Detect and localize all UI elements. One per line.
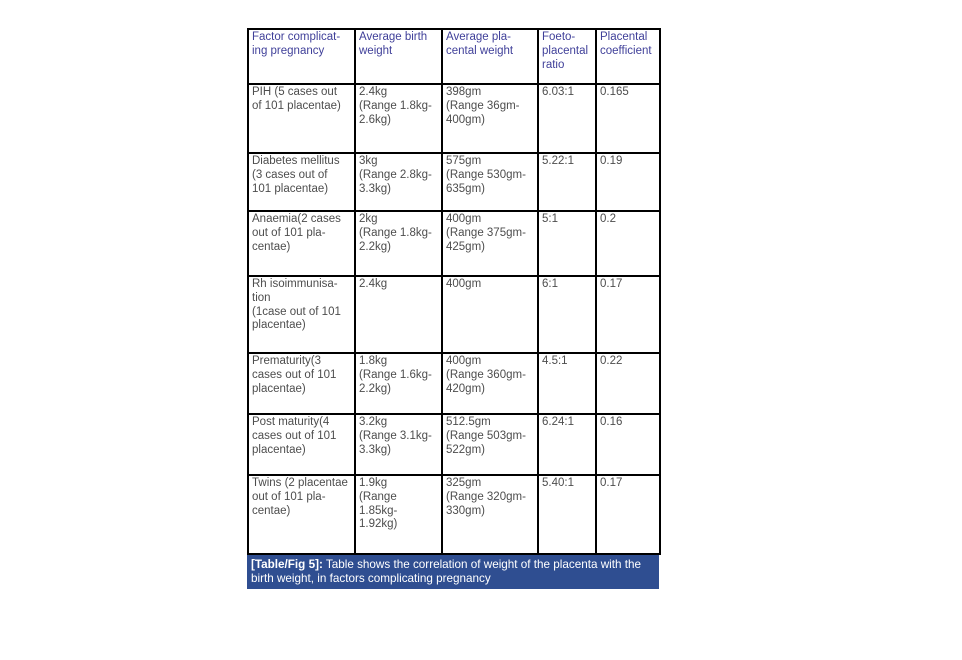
cell-factor: Anaemia(2 cases out of 101 pla- centae): [247, 210, 356, 277]
cell-coefficient: 0.22: [595, 352, 661, 415]
cell-placental-weight: 400gm (Range 360gm- 420gm): [441, 352, 539, 415]
header-row: Factor complicat- ing pregnancy Average …: [247, 28, 661, 85]
cell-placental-weight: 512.5gm (Range 503gm- 522gm): [441, 413, 539, 476]
table-fig-5: Factor complicat- ing pregnancy Average …: [247, 28, 661, 590]
cell-placental-weight: 400gm (Range 375gm- 425gm): [441, 210, 539, 277]
cell-coefficient: 0.165: [595, 83, 661, 154]
table-row-twins: Twins (2 placentae out of 101 pla- centa…: [247, 474, 661, 555]
cell-coefficient: 0.19: [595, 152, 661, 212]
cell-placental-weight: 575gm (Range 530gm- 635gm): [441, 152, 539, 212]
cell-birth-weight: 1.8kg (Range 1.6kg- 2.2kg): [354, 352, 443, 415]
cell-factor: Prematurity(3 cases out of 101 placentae…: [247, 352, 356, 415]
cell-placental-weight: 398gm (Range 36gm- 400gm): [441, 83, 539, 154]
table-row-anaemia: Anaemia(2 cases out of 101 pla- centae) …: [247, 210, 661, 277]
cell-birth-weight: 3kg (Range 2.8kg- 3.3kg): [354, 152, 443, 212]
data-table: Factor complicat- ing pregnancy Average …: [247, 28, 661, 555]
cell-ratio: 5:1: [537, 210, 597, 277]
table-row-prematurity: Prematurity(3 cases out of 101 placentae…: [247, 352, 661, 415]
column-header-factor: Factor complicat- ing pregnancy: [247, 28, 356, 85]
cell-ratio: 6.03:1: [537, 83, 597, 154]
cell-coefficient: 0.2: [595, 210, 661, 277]
cell-factor: Twins (2 placentae out of 101 pla- centa…: [247, 474, 356, 555]
cell-birth-weight: 3.2kg (Range 3.1kg- 3.3kg): [354, 413, 443, 476]
cell-placental-weight: 325gm (Range 320gm- 330gm): [441, 474, 539, 555]
cell-coefficient: 0.16: [595, 413, 661, 476]
column-header-coefficient: Placental coefficient: [595, 28, 661, 85]
cell-placental-weight: 400gm: [441, 275, 539, 354]
cell-birth-weight: 1.9kg (Range 1.85kg- 1.92kg): [354, 474, 443, 555]
cell-factor: Post maturity(4 cases out of 101 placent…: [247, 413, 356, 476]
cell-ratio: 4.5:1: [537, 352, 597, 415]
cell-ratio: 6:1: [537, 275, 597, 354]
column-header-placental-weight: Average pla- cental weight: [441, 28, 539, 85]
caption-label: [Table/Fig 5]:: [251, 558, 323, 571]
column-header-ratio: Foeto- placental ratio: [537, 28, 597, 85]
cell-factor: Rh isoimmunisa- tion (1case out of 101 p…: [247, 275, 356, 354]
table-row-rh-isoimmunisation: Rh isoimmunisa- tion (1case out of 101 p…: [247, 275, 661, 354]
cell-coefficient: 0.17: [595, 474, 661, 555]
cell-birth-weight: 2kg (Range 1.8kg- 2.2kg): [354, 210, 443, 277]
cell-coefficient: 0.17: [595, 275, 661, 354]
cell-ratio: 5.22:1: [537, 152, 597, 212]
table-caption: [Table/Fig 5]: Table shows the correlati…: [247, 555, 659, 590]
table-row-diabetes: Diabetes mellitus (3 cases out of 101 pl…: [247, 152, 661, 212]
cell-birth-weight: 2.4kg: [354, 275, 443, 354]
cell-ratio: 5.40:1: [537, 474, 597, 555]
caption-text: Table shows the correlation of weight of…: [251, 558, 642, 585]
cell-ratio: 6.24:1: [537, 413, 597, 476]
table-row-post-maturity: Post maturity(4 cases out of 101 placent…: [247, 413, 661, 476]
table-row-pih: PIH (5 cases out of 101 placentae) 2.4kg…: [247, 83, 661, 154]
cell-factor: Diabetes mellitus (3 cases out of 101 pl…: [247, 152, 356, 212]
cell-factor: PIH (5 cases out of 101 placentae): [247, 83, 356, 154]
cell-birth-weight: 2.4kg (Range 1.8kg- 2.6kg): [354, 83, 443, 154]
column-header-birth-weight: Average birth weight: [354, 28, 443, 85]
